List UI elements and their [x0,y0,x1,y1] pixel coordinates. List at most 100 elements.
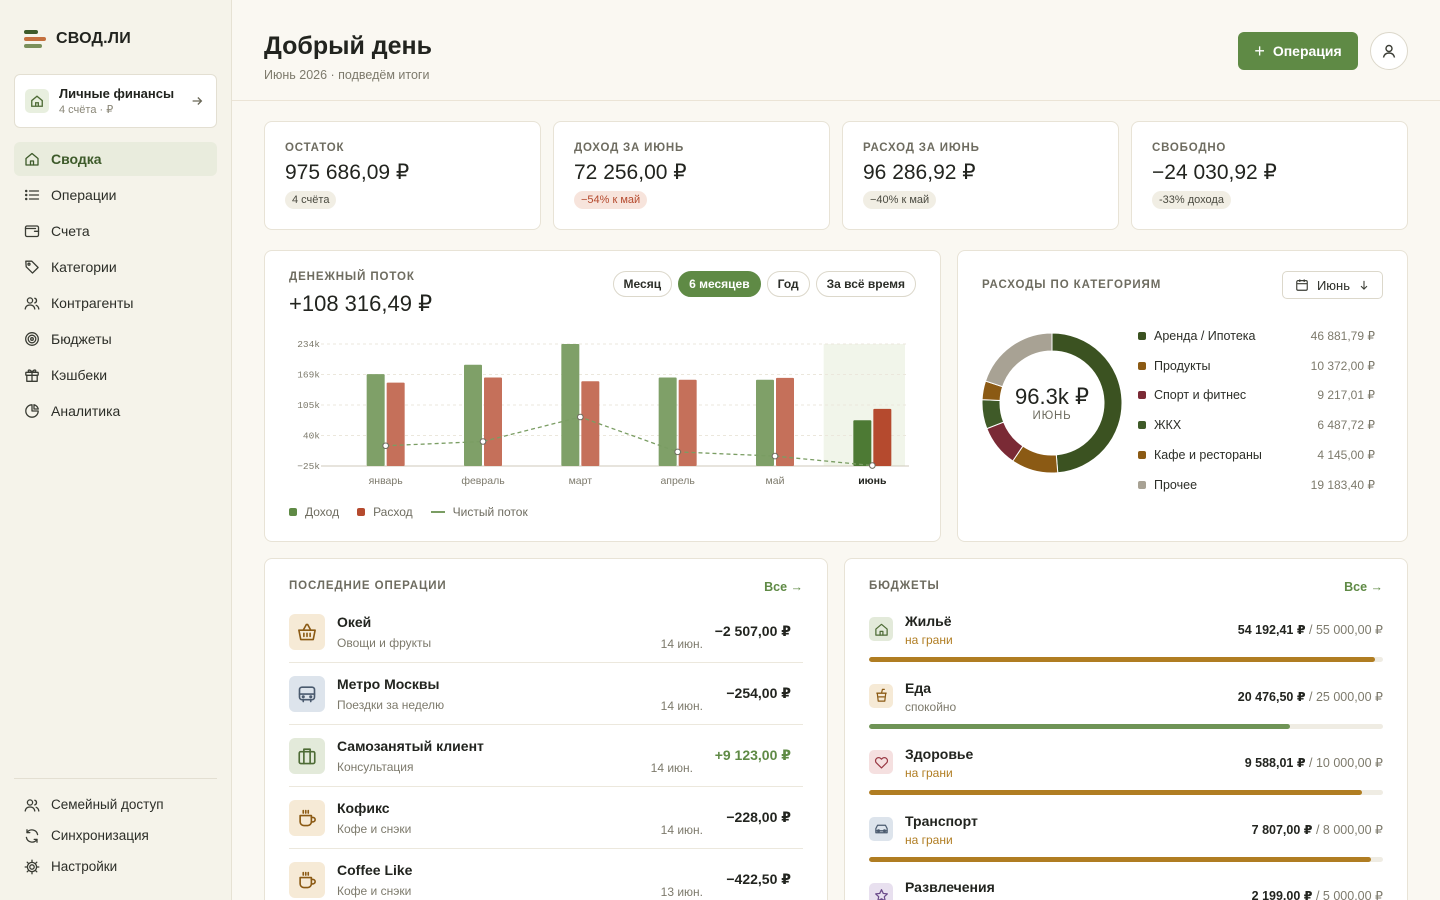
category-name: Кафе и рестораны [1154,448,1262,463]
basket-icon [298,623,316,640]
period-button[interactable]: За всё время [815,271,916,297]
budget-progress-fill [869,790,1362,795]
operation-amount: −228,00 ₽ [726,809,791,825]
budget-item[interactable]: Развлечения 2 199,00 ₽ / 5 000,00 ₽ [869,877,1383,900]
all-operations-link[interactable]: Все → [764,580,803,594]
budget-state: на грани [905,766,953,780]
budget-name: Здоровье [905,746,974,762]
legend-income: Доход [289,505,339,519]
logo[interactable]: СВОД.ЛИ [24,30,131,48]
operation-category: Кофе и снэки [337,883,412,898]
period-button[interactable]: Месяц [612,271,673,297]
expense-bar [386,382,405,466]
logo-icon [24,30,46,48]
legend-expense: Расход [357,505,413,519]
income-bar [658,377,677,466]
categories-card: РАСХОДЫ ПО КАТЕГОРИЯМ Июнь 96.3k ₽ ИЮНЬ … [957,250,1408,542]
operation-row[interactable]: Самозанятый клиент Консультация 14 июн. +9 … [289,725,803,787]
period-button[interactable]: 6 месяцев [678,271,761,297]
category-row[interactable]: ЖКХ 6 487,72 ₽ [1138,410,1375,440]
operation-name: Самозанятый клиент [337,737,484,754]
stat-card: ДОХОД ЗА ИЮНЬ 72 256,00 ₽ −54% к май [553,121,830,230]
page-title: Добрый день [264,32,433,60]
operation-row[interactable]: Окей Овощи и фрукты 14 июн. −2 507,00 ₽ [289,601,803,663]
budget-item[interactable]: Транспорт на грани 7 807,00 ₽ / 8 000,00 ₽ [869,811,1383,878]
budget-state: спокойно [905,699,957,714]
nav-item[interactable]: Счета [14,214,217,248]
budget-name: Развлечения [905,879,995,895]
nav-item[interactable]: Контрагенты [14,286,217,320]
operation-icon [289,737,325,774]
category-row[interactable]: Аренда / Ипотека 46 881,79 ₽ [1138,321,1375,351]
budget-limit: / 8 000,00 ₽ [1315,822,1383,837]
x-tick-label: июнь [858,475,887,487]
nav-item[interactable]: Синхронизация [14,821,217,850]
all-budgets-link[interactable]: Все → [1344,580,1383,594]
donut-segment[interactable] [984,333,1053,388]
nav-item[interactable]: Сводка [14,142,217,176]
budget-name: Транспорт [905,812,978,829]
cup-icon [299,871,316,888]
nav-item[interactable]: Аналитика [14,394,217,428]
nav-item[interactable]: Категории [14,250,217,284]
operation-row[interactable]: Кофикс Кофе и снэки 14 июн. −228,00 ₽ [289,787,803,849]
budget-limit: / 55 000,00 ₽ [1309,623,1383,637]
budget-item[interactable]: Жильё на грани 54 192,41 ₽ / 55 000,00 ₽ [869,611,1383,678]
y-tick-label: 169k [297,370,320,381]
operation-icon [289,613,325,650]
budget-progress-track [869,856,1383,862]
app-name: СВОД.ЛИ [56,30,131,47]
list-icon [24,189,40,201]
budget-amount: 9 588,01 ₽ / 10 000,00 ₽ [1245,755,1383,770]
nav-item[interactable]: Операции [14,178,217,212]
budget-spent: 54 192,41 ₽ [1237,623,1306,637]
people-icon [24,798,40,812]
stat-value: 72 256,00 ₽ [574,161,687,184]
operation-icon [289,675,325,712]
budget-item[interactable]: Здоровье на грани 9 588,01 ₽ / 10 000,00 ₽ [869,744,1383,811]
x-tick-label: январь [369,475,404,487]
budget-item[interactable]: Еда спокойно 20 476,50 ₽ / 25 000,00 ₽ [869,678,1383,745]
add-operation-label: Операция [1272,43,1342,59]
category-row[interactable]: Спорт и фитнес 9 217,01 ₽ [1138,381,1375,411]
income-bar [756,379,774,466]
operation-category: Кофе и снэки [337,821,412,836]
category-row[interactable]: Продукты 10 372,00 ₽ [1138,351,1375,381]
tag-icon [25,260,39,274]
workspace-subtitle: 4 счёта · ₽ [59,104,114,116]
budget-progress-fill [869,856,1371,862]
recent-operations-label: ПОСЛЕДНИЕ ОПЕРАЦИИ [289,580,447,592]
add-operation-button[interactable]: + Операция [1238,32,1358,70]
category-swatch [1138,480,1146,489]
net-flow-point [479,438,487,445]
operation-row[interactable]: Метро Москвы Поездки за неделю 14 июн. −254… [289,663,803,725]
legend-expense-label: Расход [373,505,413,519]
operation-category: Овощи и фрукты [337,635,432,650]
budget-amount: 7 807,00 ₽ / 8 000,00 ₽ [1252,822,1383,837]
target-icon [25,332,39,346]
category-row[interactable]: Прочее 19 183,40 ₽ [1138,470,1375,500]
nav-item[interactable]: Кэшбеки [14,358,217,392]
category-list: Аренда / Ипотека 46 881,79 ₽ Продукты 10 37… [1138,321,1375,500]
workspace-switcher[interactable]: Личные финансы 4 счёта · ₽ [14,74,217,128]
nav-item[interactable]: Настройки [14,852,217,881]
budget-amount: 54 192,41 ₽ / 55 000,00 ₽ [1238,622,1383,637]
profile-button[interactable] [1370,32,1408,70]
period-button[interactable]: Год [766,271,810,297]
nav-item[interactable]: Бюджеты [14,322,217,356]
expense-bar [581,381,600,466]
budget-spent: 7 807,00 ₽ [1251,822,1313,837]
operation-row[interactable]: Coffee Like Кофе и снэки 13 июн. −422,50 ₽ [289,849,803,900]
budgets-list: Жильё на грани 54 192,41 ₽ / 55 000,00 ₽ Ед… [869,611,1383,900]
category-name: Прочее [1154,477,1198,492]
budget-icon [869,816,893,841]
category-name: Продукты [1154,358,1211,373]
nav-item[interactable]: Семейный доступ [14,790,217,819]
x-tick-label: март [569,475,593,487]
net-flow-point [869,462,876,469]
month-select[interactable]: Июнь [1281,271,1383,299]
operation-date: 13 июн. [660,885,703,899]
drink-icon [875,688,887,702]
category-row[interactable]: Кафе и рестораны 4 145,00 ₽ [1138,440,1375,470]
income-bar [366,374,385,466]
